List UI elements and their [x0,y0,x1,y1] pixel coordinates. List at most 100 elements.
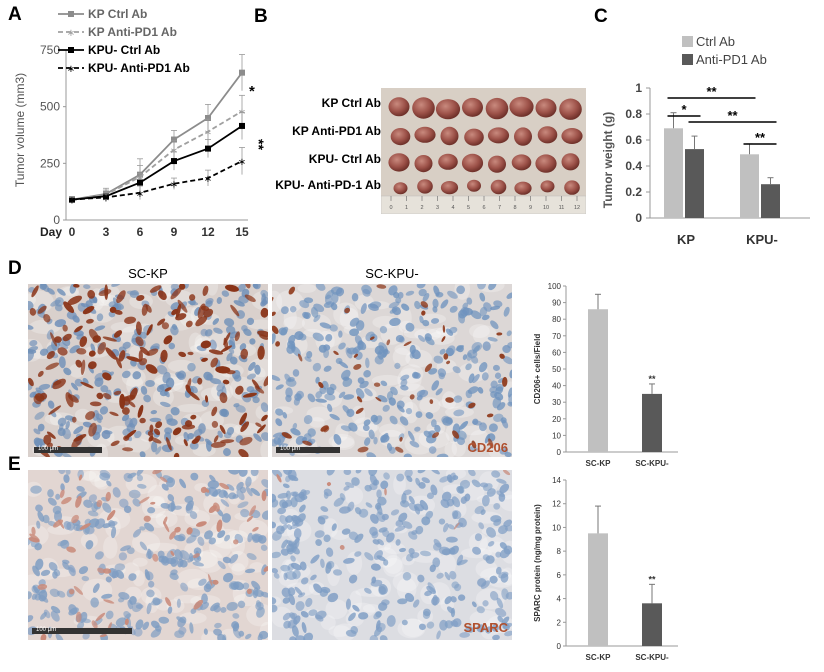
nucleus [315,539,322,546]
nucleus [479,306,488,317]
nucleus [376,555,386,562]
nucleus [233,300,245,307]
nucleus [205,300,213,308]
nucleus [223,572,234,583]
nucleus [55,633,64,640]
nucleus [209,339,217,350]
nucleus [495,551,502,558]
legend-label-ctrl: Ctrl Ab [696,34,735,49]
nucleus [412,599,420,608]
nucleus [303,297,314,304]
nucleus [185,500,194,511]
ruler-label: 7 [498,205,501,211]
stained-cell [185,320,193,328]
chart-a-sig-2a: ** [251,139,267,150]
nucleus [495,607,507,617]
stained-cell [114,309,123,315]
nucleus [208,486,219,497]
stained-cell [204,395,209,403]
tumor [390,128,411,146]
nucleus [358,612,369,620]
nucleus [252,284,259,289]
nucleus [245,486,253,497]
nucleus [341,528,351,535]
tumor [514,127,532,146]
nucleus [288,474,299,482]
stained-cell [122,447,134,452]
nucleus [248,361,256,371]
nucleus [509,369,512,379]
stained-cell [395,446,404,453]
nucleus [124,417,133,428]
nucleus [218,489,228,498]
stained-cell [249,505,257,517]
nucleus [85,540,94,550]
ruler-label: 0 [389,205,392,211]
nucleus [246,373,256,380]
nucleus [487,541,495,547]
nucleus [323,365,332,372]
stained-cell [272,297,274,302]
nucleus [418,623,426,631]
nucleus [386,443,393,452]
nucleus [393,292,400,299]
nucleus [470,310,482,320]
nucleus [338,391,346,399]
y-tick-label: 8 [557,547,562,556]
nucleus [482,341,491,351]
nucleus [354,533,364,543]
series-line [71,125,243,201]
legend-swatch-ctrl [682,36,693,47]
stained-cell [63,301,75,314]
stained-cell [163,516,168,525]
nucleus [496,597,504,609]
tissue-pale [438,553,457,576]
y-axis-label: SPARC protein (ng/mg protein) [533,504,542,622]
tumor [537,126,558,144]
panel-label-b: B [254,6,268,27]
stained-cell [429,399,434,404]
nucleus [280,306,289,315]
nucleus [404,470,413,478]
nucleus [115,617,127,627]
stained-cell [75,495,82,508]
nucleus [261,510,268,520]
nucleus [63,474,70,484]
nucleus [173,505,182,510]
nucleus [242,582,250,590]
y-tick-label: 0 [557,642,562,651]
nucleus [430,484,438,496]
stained-cell [202,285,209,296]
nucleus [348,422,358,432]
nucleus [292,422,298,430]
nucleus [471,601,477,608]
tumor [464,128,484,146]
stained-cell [443,353,449,360]
nucleus [431,318,440,324]
nucleus [460,496,468,504]
nucleus [136,470,145,476]
nucleus [227,470,240,475]
nucleus [287,340,295,349]
stained-cell [33,395,42,405]
tissue-pale [233,422,261,436]
nucleus [428,368,438,375]
stained-cell [82,305,95,315]
nucleus [273,572,280,579]
nucleus [272,604,278,613]
nucleus [323,301,335,308]
nucleus [282,612,291,621]
nucleus [490,305,501,311]
stained-cell [88,422,97,437]
nucleus [261,479,268,489]
nucleus [488,284,497,291]
nucleus [401,492,407,504]
x-tick-label: KP [677,232,695,247]
data-point [239,122,245,129]
stained-cell [318,381,324,389]
stained-cell [106,510,116,521]
nucleus [123,610,131,619]
nucleus [325,547,334,557]
nucleus [401,303,410,311]
stained-cell [67,295,82,306]
